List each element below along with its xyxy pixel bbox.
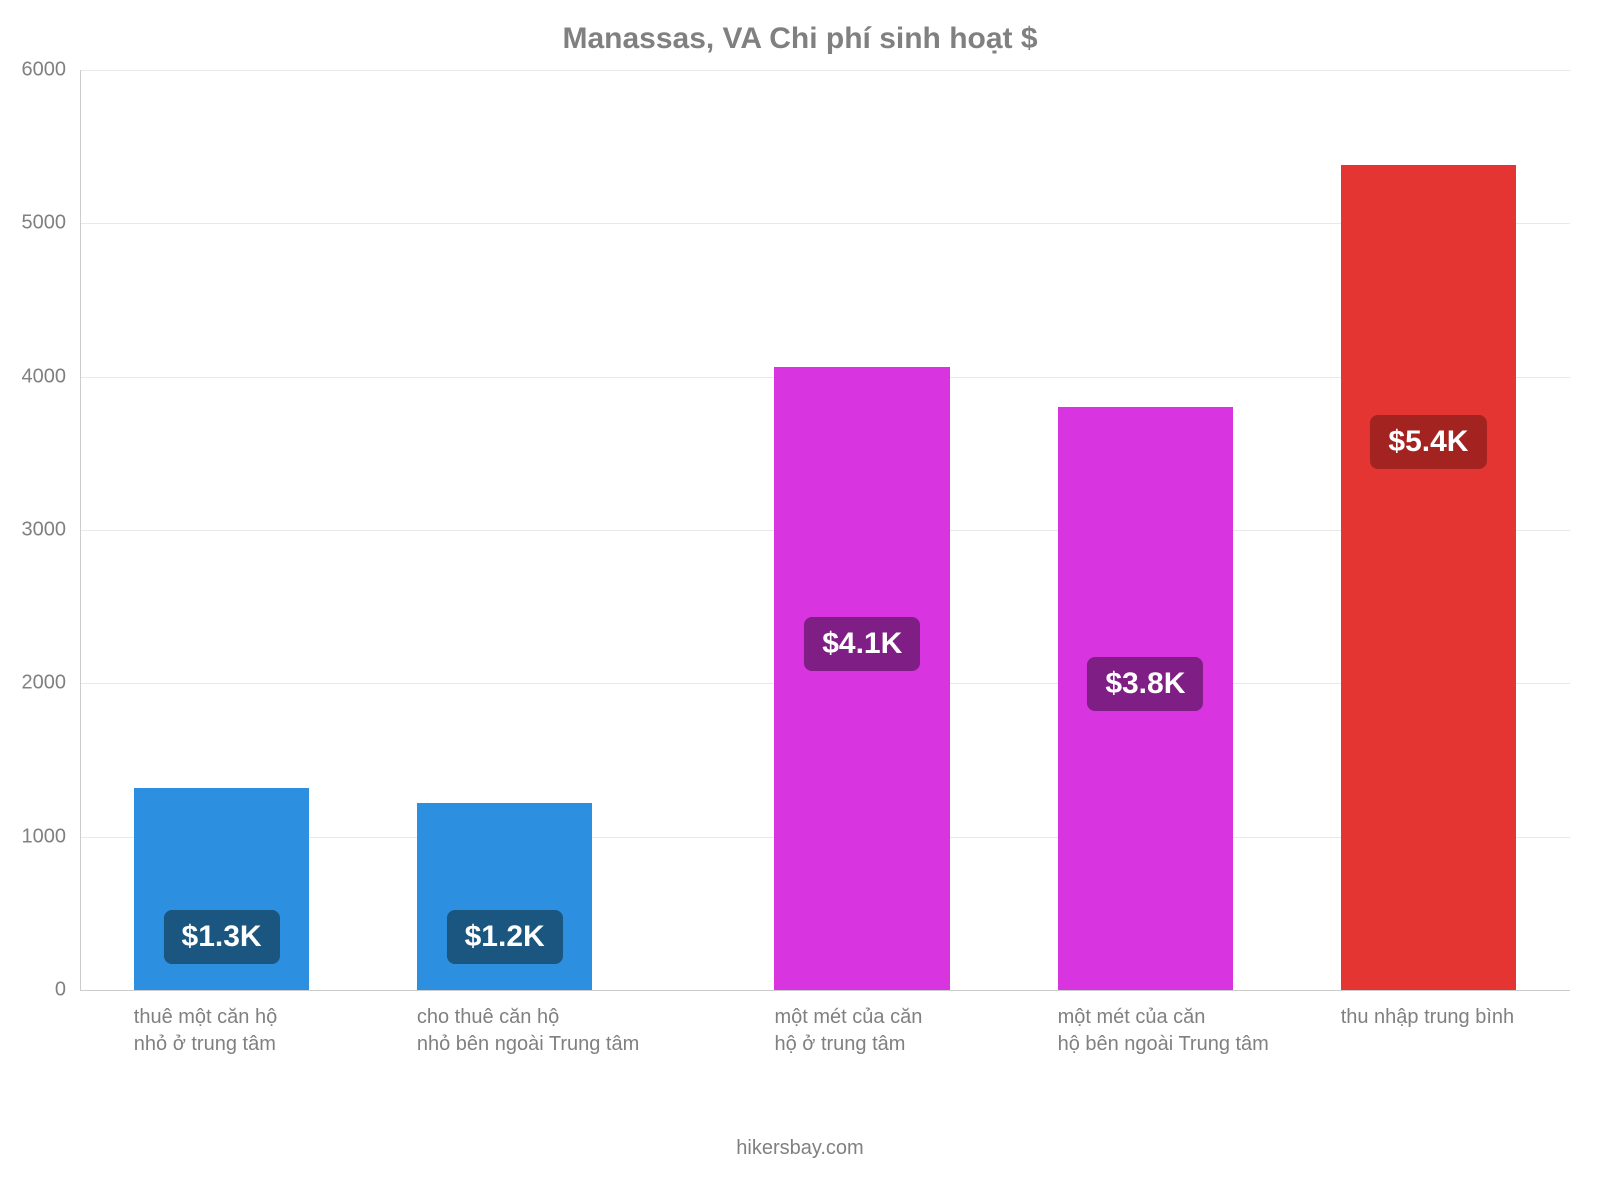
value-badge: $3.8K <box>1087 657 1203 711</box>
y-tick-label: 5000 <box>0 212 66 235</box>
value-badge: $1.2K <box>447 910 563 964</box>
plot-area: 0100020003000400050006000$1.3Kthuê một c… <box>80 70 1570 990</box>
x-axis-line <box>80 990 1570 991</box>
value-badge: $5.4K <box>1370 415 1486 469</box>
x-tick-label: thu nhập trung bình <box>1341 1004 1600 1031</box>
value-badge: $1.3K <box>164 910 280 964</box>
attribution-footer: hikersbay.com <box>0 1137 1600 1160</box>
chart-title: Manassas, VA Chi phí sinh hoạt $ <box>0 22 1600 56</box>
x-tick-label: một mét của cănhộ bên ngoài Trung tâm <box>1058 1004 1318 1058</box>
grid-line <box>80 70 1570 71</box>
y-tick-label: 0 <box>0 979 66 1002</box>
y-tick-label: 3000 <box>0 519 66 542</box>
y-axis-line <box>80 70 81 990</box>
x-tick-label: một mét của cănhộ ở trung tâm <box>774 1004 1034 1058</box>
bar <box>774 367 950 990</box>
y-tick-label: 4000 <box>0 365 66 388</box>
y-tick-label: 1000 <box>0 825 66 848</box>
cost-of-living-chart: Manassas, VA Chi phí sinh hoạt $ 0100020… <box>0 0 1600 1200</box>
y-tick-label: 2000 <box>0 672 66 695</box>
x-tick-label: cho thuê căn hộnhỏ bên ngoài Trung tâm <box>417 1004 677 1058</box>
y-tick-label: 6000 <box>0 59 66 82</box>
bar <box>1341 165 1517 990</box>
x-tick-label: thuê một căn hộnhỏ ở trung tâm <box>134 1004 394 1058</box>
value-badge: $4.1K <box>804 617 920 671</box>
